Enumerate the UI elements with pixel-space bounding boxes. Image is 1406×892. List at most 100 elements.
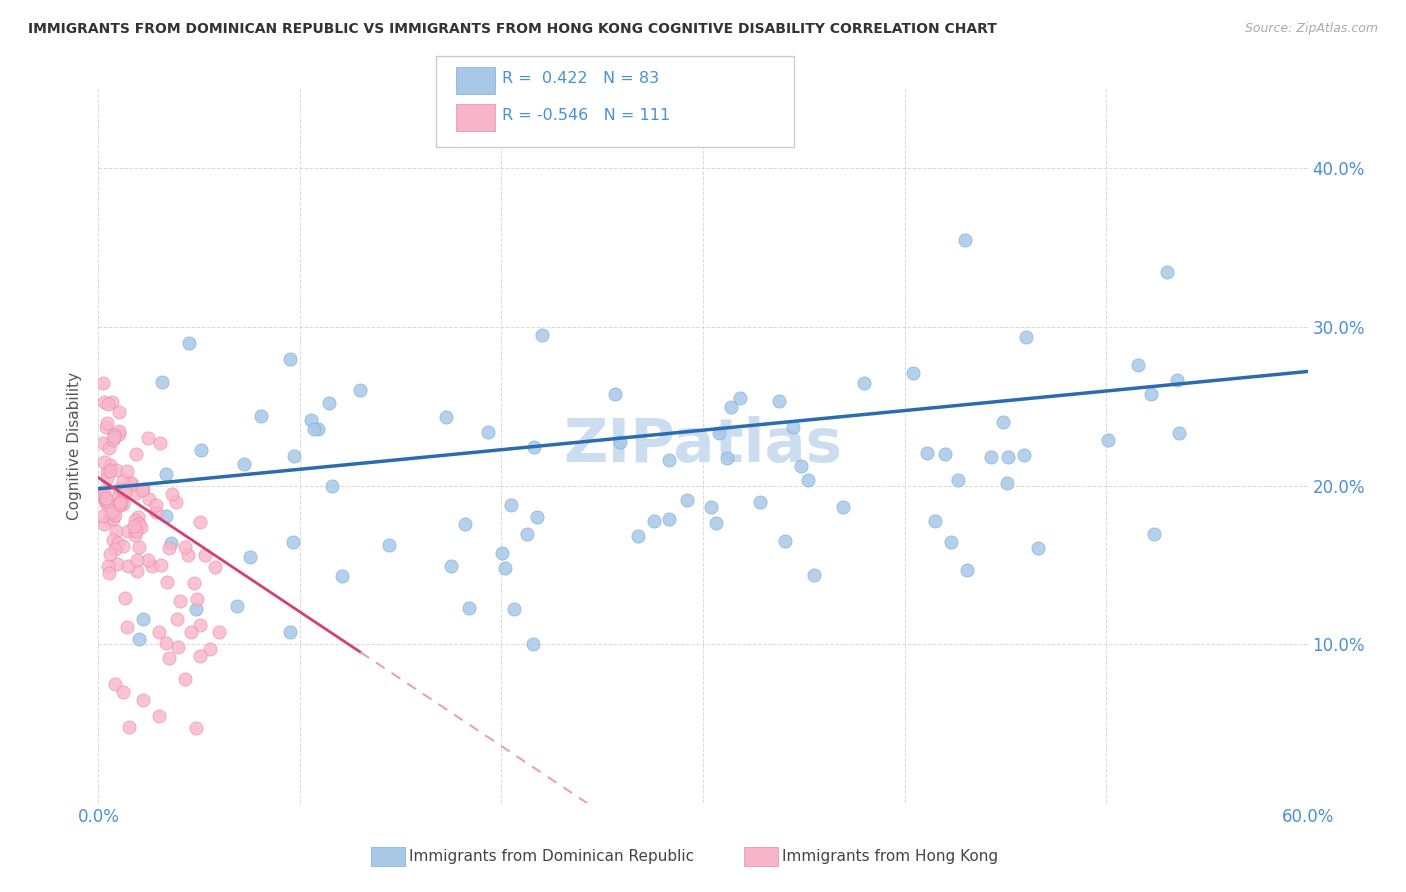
Text: Source: ZipAtlas.com: Source: ZipAtlas.com: [1244, 22, 1378, 36]
Point: [190, 442, 212, 457]
Point: [378, 538, 401, 552]
Point: [128, 632, 150, 646]
Point: [155, 467, 177, 481]
Point: [125, 486, 148, 500]
Point: [157, 651, 180, 665]
Point: [494, 561, 516, 575]
Point: [530, 328, 553, 343]
Point: [107, 558, 129, 572]
Point: [107, 491, 129, 505]
Point: [204, 560, 226, 574]
Point: [720, 401, 742, 415]
Point: [115, 465, 138, 479]
Point: [127, 516, 149, 530]
Point: [125, 447, 148, 461]
Point: [91, 488, 114, 502]
Point: [250, 409, 273, 424]
Point: [91, 508, 114, 523]
Point: [302, 422, 325, 436]
Point: [160, 536, 183, 550]
Point: [995, 476, 1018, 491]
Point: [675, 492, 697, 507]
Point: [112, 474, 135, 488]
Point: [186, 592, 208, 607]
Point: [980, 450, 1002, 464]
Point: [94, 491, 117, 505]
Point: [111, 685, 134, 699]
Point: [156, 574, 179, 589]
Point: [188, 648, 211, 663]
Point: [1126, 358, 1149, 372]
Point: [101, 505, 124, 519]
Point: [278, 624, 301, 639]
Point: [125, 564, 148, 578]
Point: [307, 422, 329, 436]
Point: [643, 514, 665, 528]
Text: R =  0.422   N = 83: R = 0.422 N = 83: [502, 71, 659, 87]
Point: [101, 533, 124, 547]
Point: [177, 548, 200, 562]
Point: [107, 405, 129, 419]
Point: [127, 510, 149, 524]
Point: [184, 602, 207, 616]
Point: [97, 559, 120, 574]
Point: [915, 446, 938, 460]
Point: [96, 493, 118, 508]
Point: [104, 508, 127, 522]
Point: [239, 549, 262, 564]
Point: [321, 479, 343, 493]
Point: [103, 430, 125, 444]
Point: [658, 511, 681, 525]
Point: [953, 233, 976, 247]
Point: [208, 625, 231, 640]
Point: [141, 559, 163, 574]
Point: [853, 376, 876, 390]
Point: [997, 450, 1019, 465]
Point: [114, 591, 136, 605]
Point: [349, 384, 371, 398]
Point: [934, 447, 956, 461]
Point: [790, 458, 813, 473]
Point: [93, 483, 115, 498]
Point: [180, 624, 202, 639]
Point: [117, 559, 139, 574]
Point: [728, 391, 751, 405]
Point: [183, 576, 205, 591]
Point: [188, 515, 211, 529]
Point: [138, 492, 160, 507]
Point: [991, 415, 1014, 429]
Point: [112, 483, 135, 497]
Point: [491, 546, 513, 560]
Point: [704, 516, 727, 530]
Point: [96, 471, 118, 485]
Point: [749, 495, 772, 509]
Point: [93, 489, 115, 503]
Point: [98, 566, 121, 581]
Point: [136, 553, 159, 567]
Point: [603, 386, 626, 401]
Point: [107, 424, 129, 438]
Point: [516, 527, 538, 541]
Point: [457, 600, 479, 615]
Text: Immigrants from Hong Kong: Immigrants from Hong Kong: [782, 849, 998, 863]
Point: [184, 721, 207, 735]
Point: [129, 519, 152, 533]
Point: [103, 677, 125, 691]
Point: [225, 599, 247, 613]
Point: [434, 409, 457, 424]
Point: [98, 547, 121, 561]
Point: [132, 483, 155, 497]
Point: [1156, 264, 1178, 278]
Point: [627, 529, 650, 543]
Point: [124, 528, 146, 542]
Point: [145, 498, 167, 512]
Point: [281, 535, 304, 549]
Point: [125, 552, 148, 566]
Point: [707, 426, 730, 441]
Point: [103, 427, 125, 442]
Point: [901, 367, 924, 381]
Point: [1097, 433, 1119, 447]
Point: [1012, 448, 1035, 462]
Point: [332, 569, 354, 583]
Point: [501, 498, 523, 512]
